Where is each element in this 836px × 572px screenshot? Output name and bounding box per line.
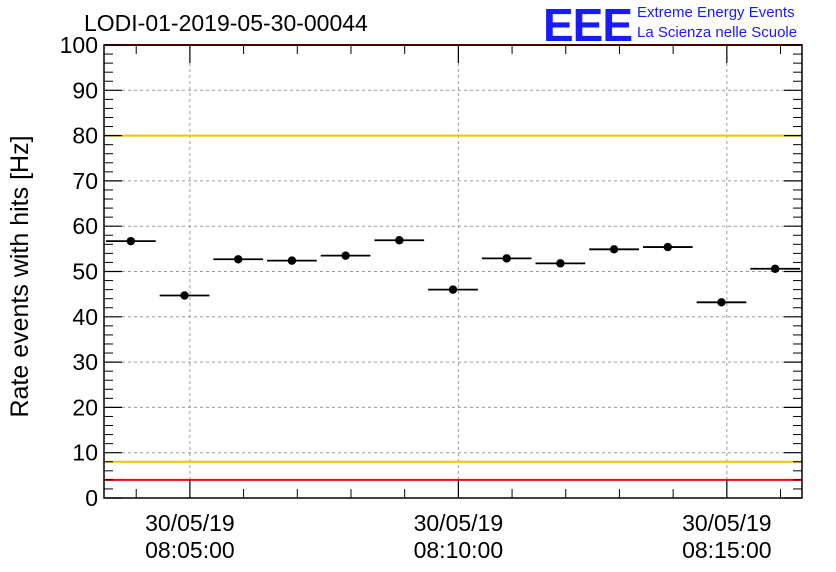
data-point xyxy=(770,264,780,273)
data-point xyxy=(609,245,619,254)
logo-line-1: Extreme Energy Events xyxy=(637,4,795,21)
logo-line-2: La Scienza nelle Scuole xyxy=(637,24,798,41)
y-tick-label: 70 xyxy=(72,168,98,194)
axis-ticks xyxy=(104,44,802,499)
data-point xyxy=(287,256,297,265)
y-tick-label: 10 xyxy=(72,440,98,466)
data-point xyxy=(663,242,672,252)
data-point xyxy=(341,251,350,260)
y-tick-label: 40 xyxy=(72,304,98,330)
data-point xyxy=(126,236,136,246)
data-point xyxy=(395,236,404,245)
y-tick-label: 90 xyxy=(72,77,98,103)
data-points xyxy=(106,236,800,307)
y-tick-label: 100 xyxy=(60,32,98,58)
chart-title: LODI-01-2019-05-30-00044 xyxy=(84,10,368,36)
x-tick-time: 08:05:00 xyxy=(145,537,235,563)
grid-layer xyxy=(104,45,802,498)
x-tick-time: 08:10:00 xyxy=(414,537,504,563)
y-tick-label: 20 xyxy=(72,394,98,420)
reference-lines xyxy=(104,44,802,481)
data-point xyxy=(234,255,243,264)
y-tick-label: 60 xyxy=(72,213,98,239)
y-tick-label: 0 xyxy=(85,485,98,511)
axis-labels: 010203040506070809010030/05/1908:05:0030… xyxy=(60,32,772,563)
eee-logo: EEE xyxy=(543,0,633,51)
data-point xyxy=(556,259,565,268)
data-point xyxy=(717,298,726,307)
x-tick-date: 30/05/19 xyxy=(414,510,504,536)
y-tick-label: 30 xyxy=(72,349,98,375)
data-point xyxy=(180,291,189,300)
data-point xyxy=(502,254,511,263)
x-tick-time: 08:15:00 xyxy=(682,537,772,563)
y-axis-label: Rate events with hits [Hz] xyxy=(6,135,34,417)
x-tick-date: 30/05/19 xyxy=(682,510,772,536)
y-tick-label: 80 xyxy=(72,123,98,149)
x-tick-date: 30/05/19 xyxy=(145,510,235,536)
data-point xyxy=(448,285,458,294)
y-tick-label: 50 xyxy=(72,259,98,285)
